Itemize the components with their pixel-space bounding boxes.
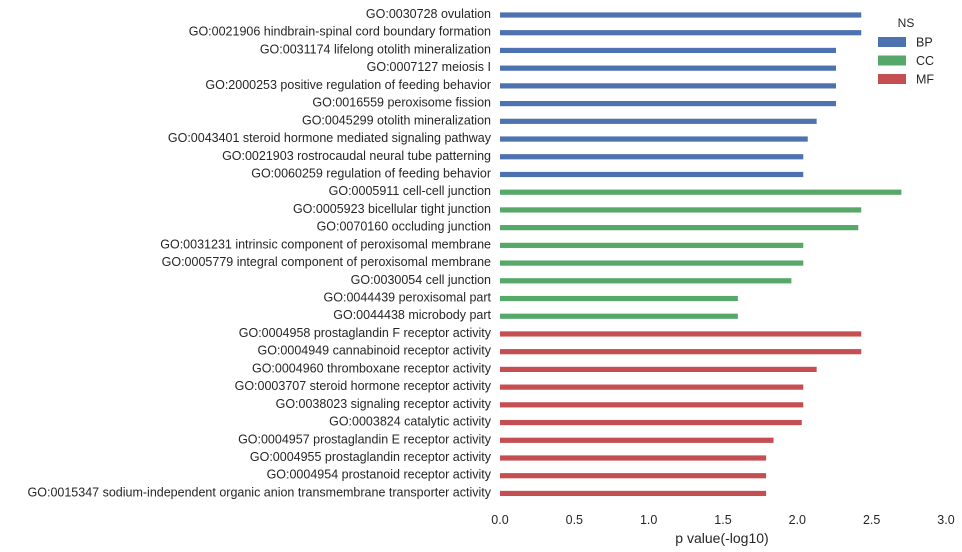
y-tick-label: GO:0004955 prostaglandin receptor activi… [250, 450, 492, 464]
bar-mf [500, 402, 804, 408]
y-tick-label: GO:0031174 lifelong otolith mineralizati… [260, 42, 491, 56]
y-tick-label: GO:0030054 cell junction [351, 273, 491, 287]
y-tick-label: GO:0043401 steroid hormone mediated sign… [168, 131, 492, 145]
x-tick-label: 1.0 [640, 513, 657, 527]
bar-cc [500, 278, 792, 284]
y-tick-label: GO:0031231 intrinsic component of peroxi… [160, 237, 491, 251]
x-tick-label: 2.5 [863, 513, 880, 527]
y-tick-labels: GO:0030728 ovulation GO:0021906 hindbrain… [28, 7, 492, 499]
y-tick-label: GO:0005923 bicellular tight junction [293, 202, 491, 216]
legend-label-mf: MF [916, 73, 934, 87]
bar-mf [500, 490, 767, 497]
y-tick-label: GO:0021906 hindbrain-spinal cord boundar… [189, 25, 491, 39]
x-tick-label: 2.0 [789, 513, 806, 527]
legend-swatch-bp [878, 37, 906, 47]
bar-bp [500, 30, 862, 36]
x-tick-labels: 0.0 0.5 1.0 1.5 2.0 2.5 3.0 [491, 513, 954, 527]
y-tick-label: GO:0004949 cannabinoid receptor activity [258, 344, 492, 358]
y-tick-label: GO:0004958 prostaglandin F receptor acti… [239, 326, 492, 340]
x-tick-label: 0.5 [566, 513, 583, 527]
x-tick-label: 0.0 [491, 513, 508, 527]
bar-bp [500, 118, 817, 124]
bar-mf [500, 455, 767, 461]
bar-cc [500, 260, 804, 266]
bar-cc [500, 207, 862, 213]
y-tick-label: GO:0044438 microbody part [333, 308, 491, 322]
bar-bp [500, 101, 836, 107]
legend-swatch-cc [878, 55, 906, 66]
legend: NS BP CC MF [878, 16, 934, 87]
bar-bp [500, 83, 836, 89]
bar-mf [500, 384, 804, 390]
legend-swatch-mf [878, 74, 906, 84]
legend-label-bp: BP [916, 36, 933, 50]
bar-mf [500, 349, 862, 355]
y-tick-label: GO:0007127 meiosis I [367, 60, 491, 74]
bar-cc [500, 313, 738, 319]
x-axis-label: p value(-log10) [675, 530, 768, 546]
bar-mf [500, 437, 774, 443]
y-tick-label: GO:0003707 steroid hormone receptor acti… [235, 379, 492, 393]
bar-bp [500, 136, 808, 142]
bar-bp [500, 171, 804, 178]
y-tick-label: GO:0003824 catalytic activity [329, 415, 492, 429]
y-tick-label: GO:0005779 integral component of peroxis… [162, 255, 491, 269]
y-tick-label: GO:0038023 signaling receptor activity [276, 397, 492, 411]
bar-cc [500, 189, 902, 195]
y-tick-label: GO:2000253 positive regulation of feedin… [205, 78, 491, 92]
y-tick-label: GO:0045299 otolith mineralization [302, 113, 491, 127]
x-tick-label: 1.5 [714, 513, 731, 527]
x-tick-label: 3.0 [937, 513, 954, 527]
y-tick-label: GO:0004960 thromboxane receptor activity [252, 361, 492, 375]
bar-cc [500, 225, 859, 231]
y-tick-label: GO:0004957 prostaglandin E receptor acti… [238, 432, 492, 446]
y-tick-label: GO:0015347 sodium-independent organic an… [28, 485, 492, 499]
bar-mf [500, 366, 817, 372]
bar-cc [500, 295, 738, 302]
y-tick-label: GO:0004954 prostanoid receptor activity [267, 468, 492, 482]
bar-mf [500, 473, 767, 479]
bars-group [500, 12, 902, 497]
bar-bp [500, 154, 804, 160]
y-tick-label: GO:0021903 rostrocaudal neural tube patt… [222, 149, 491, 163]
y-tick-label: GO:0070160 occluding junction [317, 220, 491, 234]
y-tick-label: GO:0060259 regulation of feeding behavio… [251, 166, 491, 180]
legend-label-cc: CC [916, 54, 934, 68]
bar-bp [500, 65, 836, 71]
bar-mf [500, 331, 862, 337]
y-tick-label: GO:0016559 peroxisome fission [312, 96, 491, 110]
bar-cc [500, 242, 804, 248]
bar-mf [500, 419, 802, 426]
legend-title: NS [898, 16, 915, 30]
y-tick-label: GO:0030728 ovulation [366, 7, 491, 21]
bar-bp [500, 47, 836, 54]
y-tick-label: GO:0005911 cell-cell junction [329, 184, 491, 198]
y-tick-label: GO:0044439 peroxisomal part [324, 291, 492, 305]
bar-bp [500, 12, 862, 18]
